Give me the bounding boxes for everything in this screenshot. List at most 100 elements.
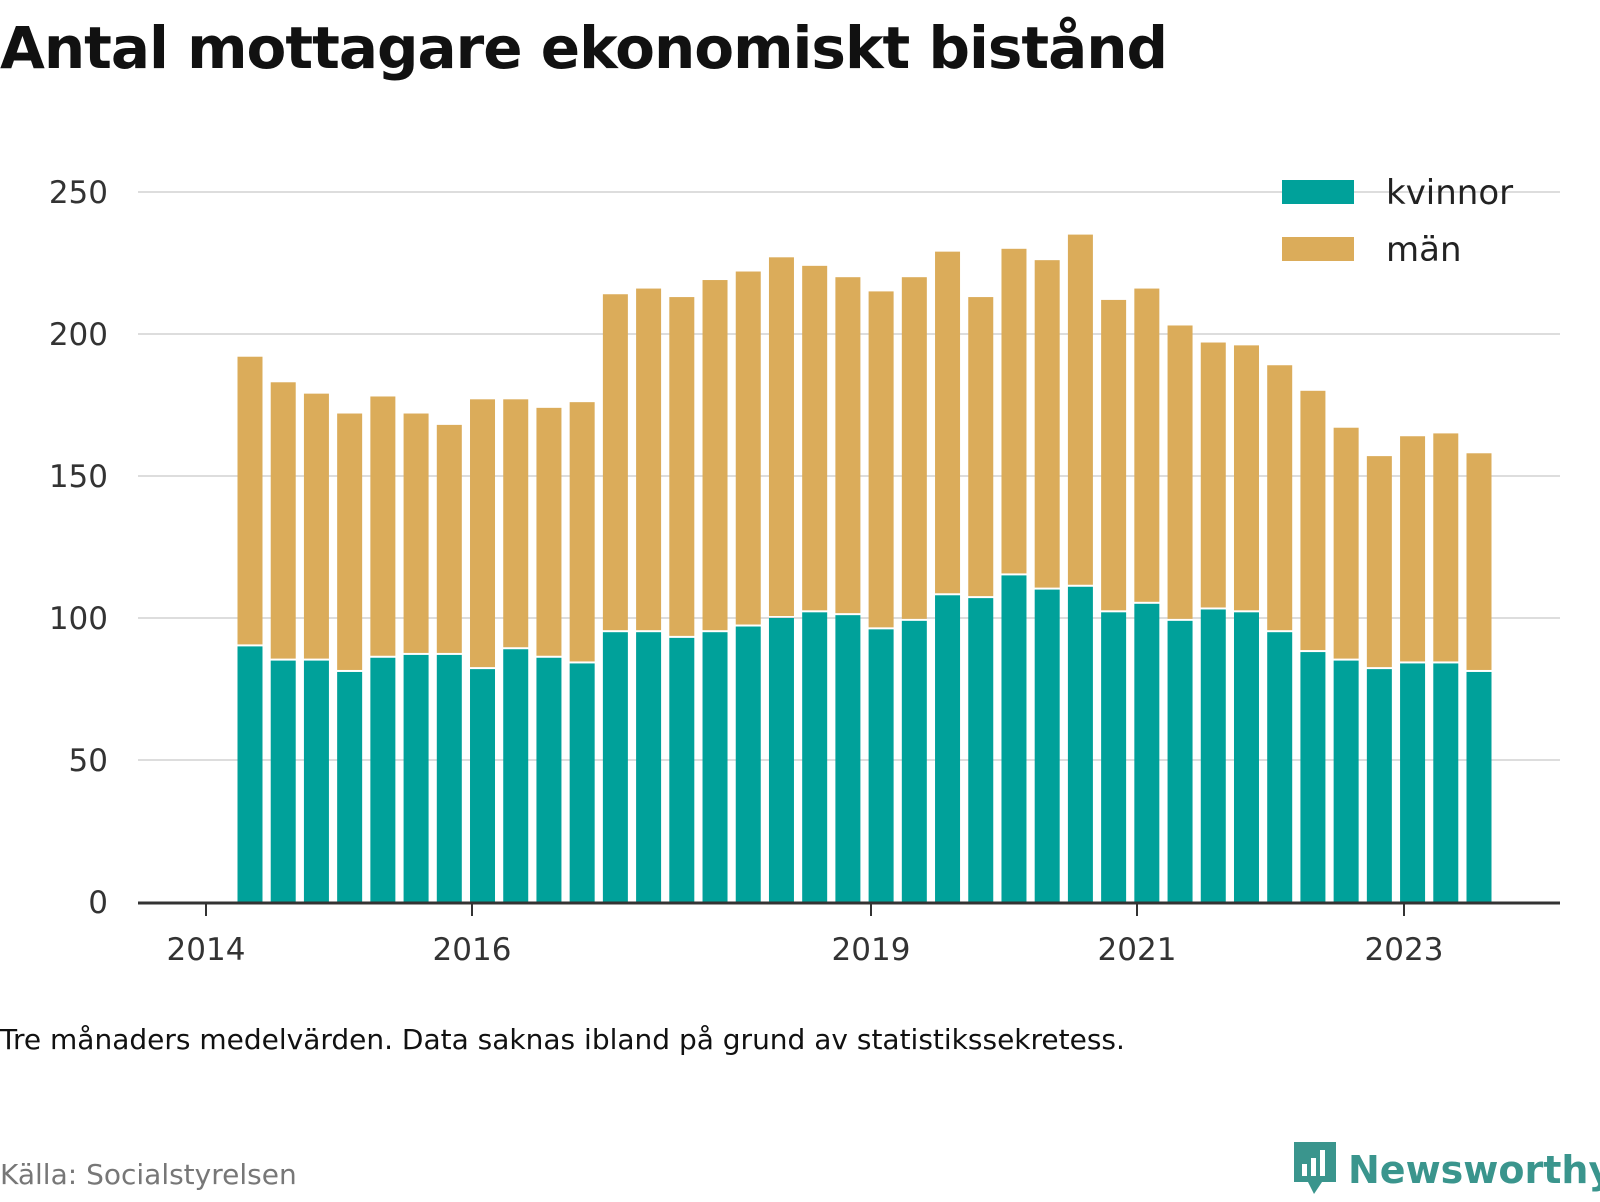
bar-kvinnor [901,620,927,902]
bar-man [1167,325,1193,619]
legend: kvinnor män [1282,173,1513,270]
bar-kvinnor [735,626,761,902]
bar-kvinnor [1300,652,1326,902]
bar-man [636,288,662,631]
bar-man [1267,365,1293,631]
bar-kvinnor [1167,620,1193,902]
bar-man [602,294,628,631]
bar-kvinnor [237,646,263,902]
y-tick-label: 50 [69,743,108,779]
bar-kvinnor [337,671,363,902]
bar-kvinnor [403,654,429,902]
bar-kvinnor [835,615,861,902]
bar-man [1300,390,1326,651]
y-tick-label: 200 [49,317,108,353]
bar-man [1101,299,1127,611]
bar-kvinnor [503,649,529,902]
bar-kvinnor [802,612,828,902]
bar-kvinnor [1134,603,1160,902]
bar-man [669,297,695,636]
bar-kvinnor [669,637,695,902]
bar-man [968,297,994,597]
bar-man [237,356,263,645]
bar-man [702,280,728,631]
x-axis: 2014 2016 2019 2021 2023 [138,901,1560,968]
newsworthy-brand[interactable]: Newsworthy [1290,1138,1600,1202]
bar-man [1200,342,1226,608]
chart-note: Tre månaders medelvärden. Data saknas ib… [0,1023,1125,1056]
bar-man [802,265,828,611]
bar-kvinnor [1067,586,1093,902]
bar-kvinnor [1034,589,1060,902]
bar-kvinnor [1233,612,1259,902]
bar-man [1366,456,1392,668]
bar-man [337,413,363,670]
bar-kvinnor [436,654,462,902]
source-text: Källa: Socialstyrelsen [0,1158,297,1191]
bar-man [1001,248,1027,574]
y-axis-ticks: 0 50 100 150 200 250 [49,175,108,921]
y-tick-label: 100 [49,601,108,637]
bar-kvinnor [1200,609,1226,902]
bar-kvinnor [1267,632,1293,902]
bar-man [1400,436,1426,662]
x-tick-label: 2014 [167,932,246,968]
bar-kvinnor [702,632,728,902]
x-tick-label: 2021 [1098,932,1177,968]
x-tick-label: 2016 [433,932,512,968]
bar-man [1134,288,1160,602]
bar-man [735,271,761,625]
bar-man [569,402,595,662]
bar-man [436,424,462,653]
bars [237,234,1492,902]
bar-kvinnor [303,660,329,902]
chart-title: Antal mottagare ekonomiskt bistånd [0,14,1168,82]
stacked-bar-chart: 0 50 100 150 200 250 2014 2016 2019 2021 2023 kvi… [49,173,1560,968]
x-tick-label: 2023 [1365,932,1444,968]
bar-kvinnor [968,598,994,902]
y-tick-label: 250 [49,175,108,211]
bar-kvinnor [370,657,396,902]
bar-kvinnor [602,632,628,902]
y-tick-label: 150 [49,459,108,495]
legend-label-man: män [1386,230,1462,270]
bar-kvinnor [1400,663,1426,902]
bar-man [1466,453,1492,670]
bar-man [470,399,496,668]
bar-kvinnor [1001,575,1027,902]
bar-man [935,251,961,594]
bar-man [503,399,529,648]
x-tick-label: 2019 [832,932,911,968]
bar-man [303,393,329,659]
bar-man [868,291,894,628]
bar-man [1433,433,1459,662]
bar-kvinnor [536,657,562,902]
bar-man [1067,234,1093,585]
bar-man [270,382,296,659]
bar-kvinnor [868,629,894,902]
bar-man [536,407,562,656]
bar-kvinnor [1333,660,1359,902]
bar-man [835,277,861,614]
brand-name: Newsworthy [1348,1148,1600,1192]
bar-kvinnor [935,595,961,902]
bar-man [901,277,927,619]
bar-kvinnor [569,663,595,902]
y-tick-label: 0 [88,885,108,921]
bar-man [1034,260,1060,588]
bar-man [1233,345,1259,611]
bar-kvinnor [1366,669,1392,902]
bar-man [1333,427,1359,659]
bar-kvinnor [270,660,296,902]
bar-kvinnor [470,669,496,902]
bar-man [403,413,429,653]
bar-kvinnor [768,618,794,902]
newsworthy-logo-icon [1290,1138,1340,1202]
bar-man [370,396,396,656]
bar-kvinnor [636,632,662,902]
legend-swatch-kvinnor [1282,180,1354,204]
bar-kvinnor [1433,663,1459,902]
legend-swatch-man [1282,237,1354,261]
bar-man [768,257,794,616]
legend-label-kvinnor: kvinnor [1386,173,1513,213]
